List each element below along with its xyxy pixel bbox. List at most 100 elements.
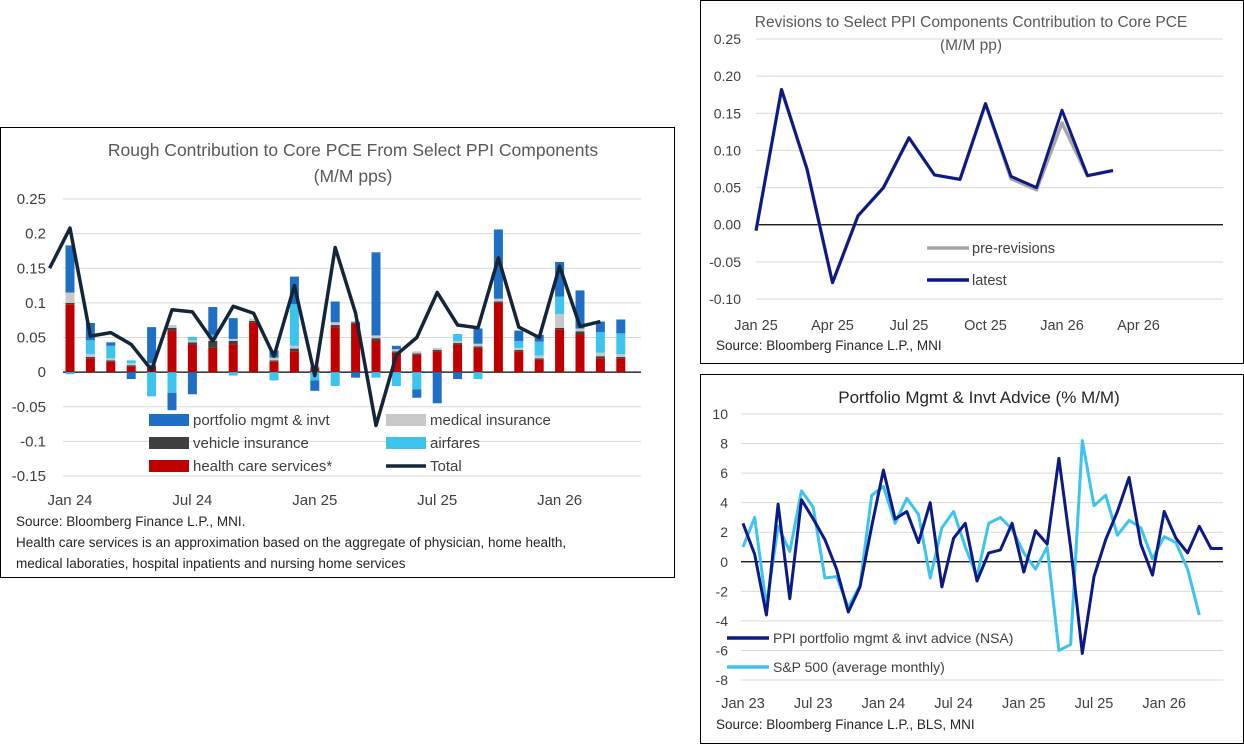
bar-health: [330, 327, 340, 373]
y-tick-label: 0.10: [714, 142, 741, 158]
line-navy: [754, 88, 1114, 285]
bar-health: [351, 323, 361, 373]
bar-health: [289, 351, 299, 373]
bar-portfolio: [126, 372, 136, 380]
bar-vehicle: [432, 349, 442, 352]
chart1-source: Source: Bloomberg Finance L.P., MNI. Hea…: [16, 511, 566, 574]
legend-label-medical: medical insurance: [430, 412, 551, 429]
bar-medical: [187, 340, 197, 343]
y-tick-label: 0.1: [25, 295, 46, 312]
legend-label-portfolio: portfolio mgmt & invt: [193, 412, 331, 429]
bar-portfolio: [371, 252, 381, 336]
legend-label-vehicle: vehicle insurance: [193, 435, 309, 452]
bar-airfares: [187, 336, 197, 341]
y-tick-label: -4: [716, 613, 729, 629]
bar-airfares: [616, 333, 626, 355]
bar-portfolio: [391, 345, 401, 350]
bar-medical: [269, 357, 279, 361]
bar-medical: [126, 363, 136, 366]
bar-portfolio: [616, 319, 626, 334]
bar-health: [473, 347, 483, 373]
bar-health: [453, 344, 463, 373]
legend-swatch-vehicle: [149, 437, 189, 449]
y-tick-label: -2: [716, 583, 729, 599]
bar-airfares: [85, 340, 95, 355]
bar-health: [555, 329, 565, 373]
bar-medical: [595, 352, 605, 357]
x-tick-label: Jan 24: [862, 696, 906, 712]
core-pce-contribution-panel: Rough Contribution to Core PCE From Sele…: [0, 127, 675, 578]
bar-medical: [514, 347, 524, 350]
y-tick-label: 0.15: [17, 260, 46, 277]
chart2-source: Source: Bloomberg Finance L.P., MNI: [716, 338, 942, 353]
bar-vehicle: [555, 327, 565, 330]
bar-health: [269, 361, 279, 373]
y-tick-label: -8: [716, 672, 729, 688]
bar-airfares: [534, 341, 544, 356]
bar-portfolio: [473, 328, 483, 344]
bar-vehicle: [412, 353, 422, 355]
bar-health: [106, 361, 116, 373]
bar-health: [432, 351, 442, 373]
bar-airfares: [412, 372, 422, 390]
bar-health: [371, 340, 381, 373]
legend-swatch-airfares: [386, 437, 426, 449]
bar-airfares: [555, 296, 565, 314]
x-tick-label: Jul 25: [890, 318, 929, 334]
bar-portfolio: [167, 392, 177, 411]
bar-portfolio: [412, 389, 422, 398]
bar-vehicle: [126, 365, 136, 367]
bar-portfolio: [453, 372, 463, 380]
y-tick-label: 0.15: [714, 105, 741, 121]
y-tick-label: 4: [720, 495, 728, 511]
legend-label-grey: pre-revisions: [972, 241, 1055, 257]
x-tick-label: Jul 25: [1075, 696, 1114, 712]
bar-vehicle: [391, 351, 401, 353]
bar-airfares: [208, 334, 218, 339]
bar-health: [575, 334, 585, 373]
y-tick-label: 10: [712, 406, 728, 422]
bar-portfolio: [575, 290, 585, 329]
x-tick-label: Jan 23: [721, 696, 765, 712]
y-tick-label: -0.15: [12, 468, 46, 485]
bar-medical: [249, 318, 259, 321]
x-tick-label: Jul 24: [172, 492, 212, 509]
bar-health: [249, 322, 259, 373]
x-tick-label: Jan 26: [1142, 696, 1186, 712]
bar-airfares: [147, 372, 157, 397]
bar-medical: [412, 351, 422, 354]
bar-vehicle: [575, 331, 585, 335]
bar-airfares: [514, 340, 524, 348]
bar-vehicle: [106, 360, 116, 362]
bar-health: [126, 366, 136, 373]
bar-health: [85, 358, 95, 373]
bar-airfares: [391, 372, 401, 386]
bar-health: [616, 358, 626, 373]
bar-vehicle: [167, 327, 177, 331]
bar-medical: [391, 349, 401, 352]
bar-health: [534, 359, 544, 373]
bar-portfolio: [351, 372, 361, 378]
y-tick-label: 0.05: [714, 180, 741, 196]
x-tick-label: Jan 26: [1040, 318, 1084, 334]
bar-airfares: [371, 372, 381, 378]
chart1-note-line: medical laboraties, hospital inpatients …: [16, 556, 406, 571]
y-tick-label: 0.25: [714, 31, 741, 47]
bar-portfolio: [65, 245, 75, 293]
y-tick-label: 0.00: [714, 217, 741, 233]
x-tick-label: Apr 25: [811, 318, 854, 334]
chart1-note-line: Health care services is an approximation…: [16, 535, 567, 550]
bar-airfares: [289, 304, 299, 346]
chart3-source: Source: Bloomberg Finance L.P., BLS, MNI: [716, 717, 975, 732]
bar-airfares: [473, 372, 483, 380]
bar-vehicle: [514, 349, 524, 352]
chart2-title: Revisions to Select PPI Components Contr…: [755, 14, 1188, 31]
x-tick-label: Oct 25: [964, 318, 1007, 334]
bar-airfares: [269, 372, 279, 381]
chart2-subtitle: (M/M pp): [940, 37, 1002, 54]
bar-medical: [147, 363, 157, 366]
bar-vehicle: [208, 340, 218, 348]
y-tick-label: -0.1: [20, 433, 46, 450]
legend-swatch-health: [149, 460, 189, 472]
x-tick-label: Jan 25: [1002, 696, 1046, 712]
